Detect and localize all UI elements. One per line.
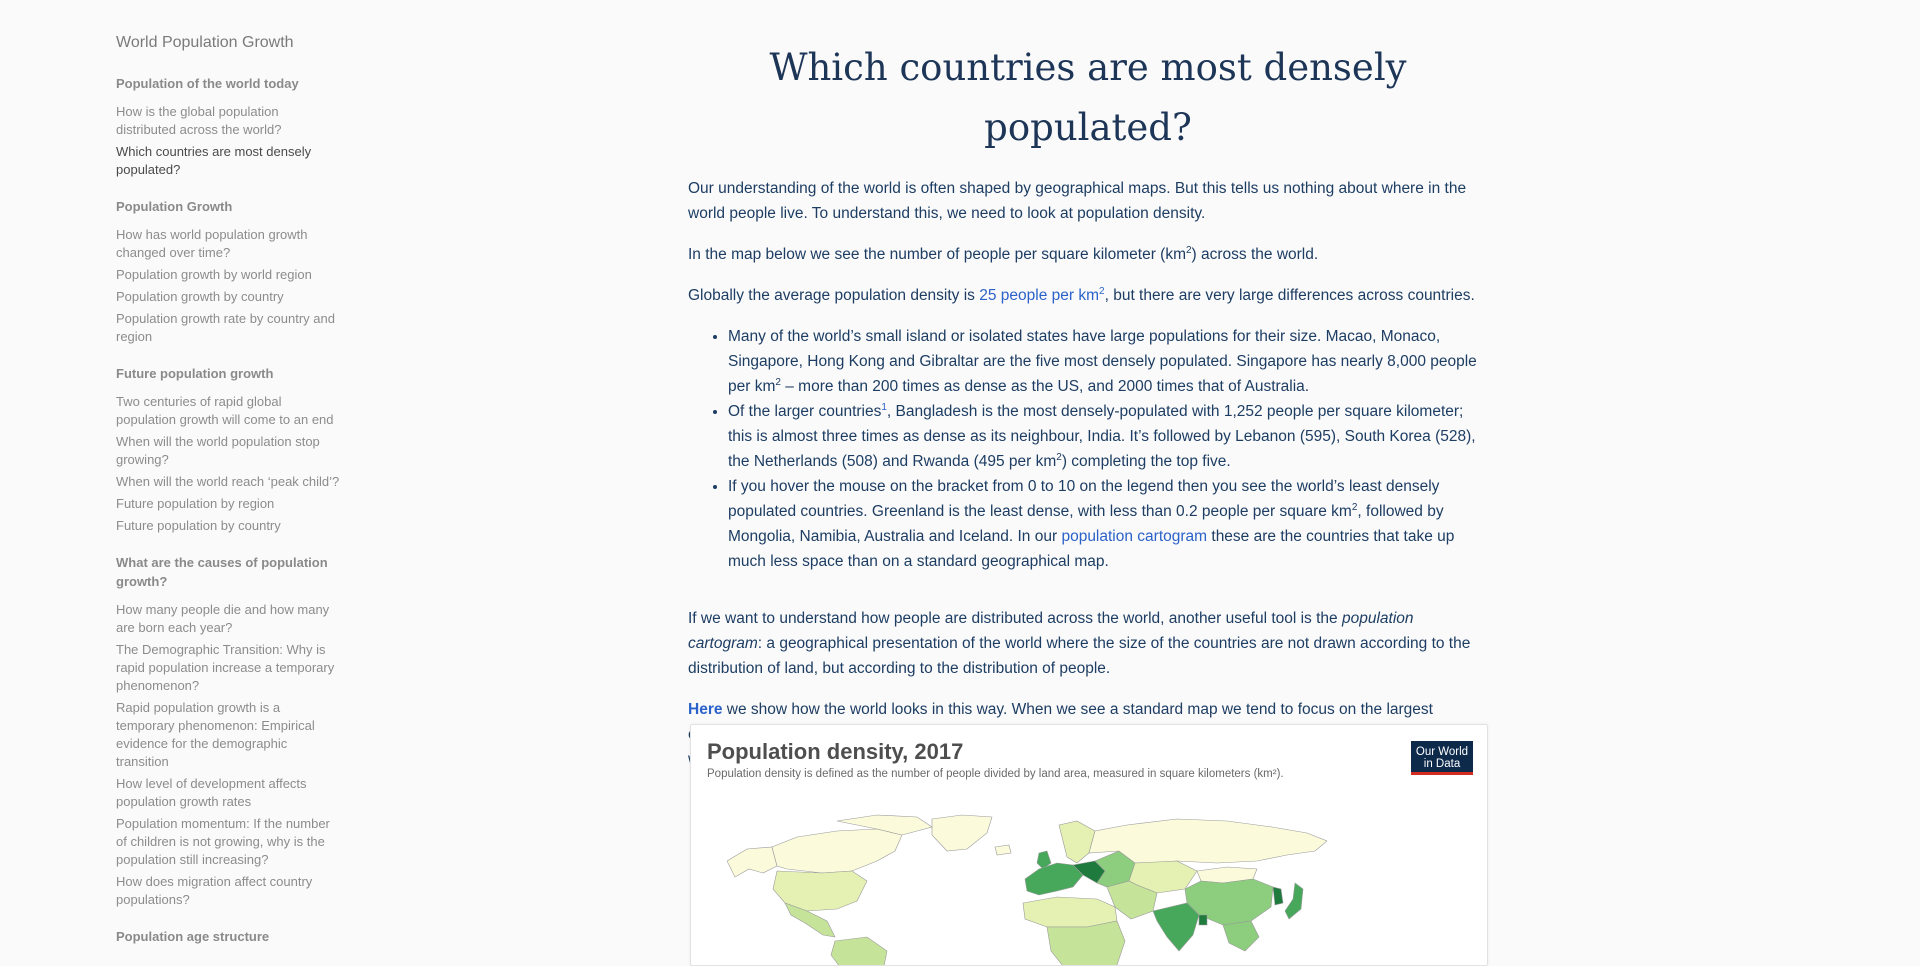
sidebar-section-heading[interactable]: Population age structure [116,929,270,944]
text: If we want to understand how people are … [688,610,1342,627]
sidebar-section: Population age structure [116,927,342,946]
map-region-south-america[interactable] [830,936,888,966]
sidebar-item[interactable]: Two centuries of rapid global population… [116,394,334,427]
text: Of the larger countries [728,403,882,420]
sidebar-item[interactable]: Population momentum: If the number of ch… [116,816,330,867]
text: , Bangladesh is the most densely-populat… [728,403,1476,470]
map-region-iceland[interactable] [994,844,1012,856]
density-facts-list: Many of the world’s small island or isol… [688,324,1488,574]
link-text: 25 people per km [979,287,1100,304]
chart-title: Population density, 2017 [707,739,964,764]
text: , but there are very large differences a… [1104,287,1475,304]
sidebar-item[interactable]: How does migration affect country popula… [116,874,313,907]
superscript: 2 [775,376,781,388]
article: Which countries are most densely populat… [688,38,1488,788]
map-region-middle-east[interactable] [1106,880,1158,920]
sidebar-section-heading[interactable]: What are the causes of population growth… [116,555,328,589]
sidebar-item[interactable]: How is the global population distributed… [116,104,282,137]
map-region-japan[interactable] [1284,882,1304,920]
sidebar-section: What are the causes of population growth… [116,553,342,909]
map-region-sub-saharan-africa[interactable] [1046,920,1126,966]
superscript: 2 [1099,285,1105,297]
map-region-southeast-asia[interactable] [1222,920,1260,952]
map-region-korea[interactable] [1272,886,1284,906]
owid-logo[interactable]: Our World in Data [1411,741,1473,775]
map-region-scandinavia[interactable] [1058,820,1096,864]
sidebar-section: Future population growth Two centuries of… [116,364,342,535]
list-item: Many of the world’s small island or isol… [728,324,1488,399]
sidebar-title[interactable]: World Population Growth [116,34,294,51]
sidebar-item[interactable]: The Demographic Transition: Why is rapid… [116,642,335,693]
page-title: Which countries are most densely populat… [769,46,1407,149]
sidebar-item[interactable]: Population growth rate by country and re… [116,311,335,344]
sidebar-item[interactable]: Population growth by world region [116,267,312,282]
here-link[interactable]: Here [688,701,723,718]
superscript: 2 [1185,244,1192,256]
map-region-greenland[interactable] [931,814,993,852]
superscript: 2 [1351,501,1358,513]
superscript: 2 [1056,451,1062,463]
world-map[interactable] [727,811,1327,966]
text: In the map below we see the number of pe… [688,246,1186,263]
average-density-paragraph: Globally the average population density … [688,283,1488,308]
text: ) completing the top five. [1061,453,1231,470]
sidebar-item[interactable]: Future population by country [116,518,281,533]
sidebar-item[interactable]: When will the world reach ‘peak child’? [116,474,340,489]
sidebar-item[interactable]: When will the world population stop grow… [116,434,320,467]
sidebar-item[interactable]: Rapid population growth is a temporary p… [116,700,315,769]
logo-line: Our World [1415,745,1469,758]
list-item: Of the larger countries1, Bangladesh is … [728,399,1488,474]
emphasis-text: population cartogram [688,610,1414,652]
sidebar-item[interactable]: How many people die and how many are bor… [116,602,330,635]
map-region-alaska[interactable] [727,846,778,878]
intro-paragraph: Our understanding of the world is often … [688,176,1488,226]
population-cartogram-link[interactable]: population cartogram [1061,528,1208,545]
map-region-canada[interactable] [771,828,903,874]
text: these are the countries that take up muc… [728,528,1455,570]
sidebar-item[interactable]: How level of development affects populat… [116,776,307,809]
sidebar-section-heading[interactable]: Future population growth [116,366,274,381]
map-region-north-africa[interactable] [1022,896,1118,928]
sidebar-sections: Population of the world today How is the … [116,74,342,946]
sidebar-item[interactable]: Future population by region [116,496,275,511]
sidebar-section: Population of the world today How is the … [116,74,342,179]
average-density-link[interactable]: 25 people per km2 [979,285,1105,304]
intro-text: Our understanding of the world is often … [688,180,1467,222]
text: : a geographical presentation of the wor… [688,635,1471,677]
list-item: If you hover the mouse on the bracket fr… [728,474,1488,574]
text: Many of the world’s small island or isol… [728,328,1477,395]
text: , followed by Mongolia, Namibia, Austral… [728,503,1444,545]
map-region-usa[interactable] [772,870,868,912]
text: Globally the average population density … [688,287,980,304]
footnote-number: 1 [881,401,887,413]
cartogram-paragraph: If we want to understand how people are … [688,606,1488,681]
sidebar-item[interactable]: How has world population growth changed … [116,227,308,260]
map-region-western-europe[interactable] [1024,862,1084,896]
chart-subtitle: Population density is defined as the num… [707,768,1284,780]
population-density-chart[interactable]: Population density, 2017 Population dens… [690,724,1488,966]
map-intro-paragraph: In the map below we see the number of pe… [688,242,1488,267]
text: ) across the world. [1191,246,1319,263]
sidebar-section-heading[interactable]: Population of the world today [116,76,299,91]
map-region-uk[interactable] [1036,850,1052,870]
map-region-south-asia[interactable] [1152,902,1200,952]
logo-line: in Data [1423,757,1461,770]
sidebar-item[interactable]: Population growth by country [116,289,284,304]
sidebar-section: Population Growth How has world populatio… [116,197,342,346]
sidebar-item[interactable]: Which countries are most densely populat… [116,144,312,177]
text: – more than 200 times as dense as the US… [780,378,1310,395]
map-region-bangladesh[interactable] [1198,914,1208,926]
footnote-link[interactable]: 1 [881,401,887,420]
text: If you hover the mouse on the bracket fr… [728,478,1440,520]
sidebar-nav: World Population Growth Population of th… [116,32,342,964]
sidebar-section-heading[interactable]: Population Growth [116,199,233,214]
